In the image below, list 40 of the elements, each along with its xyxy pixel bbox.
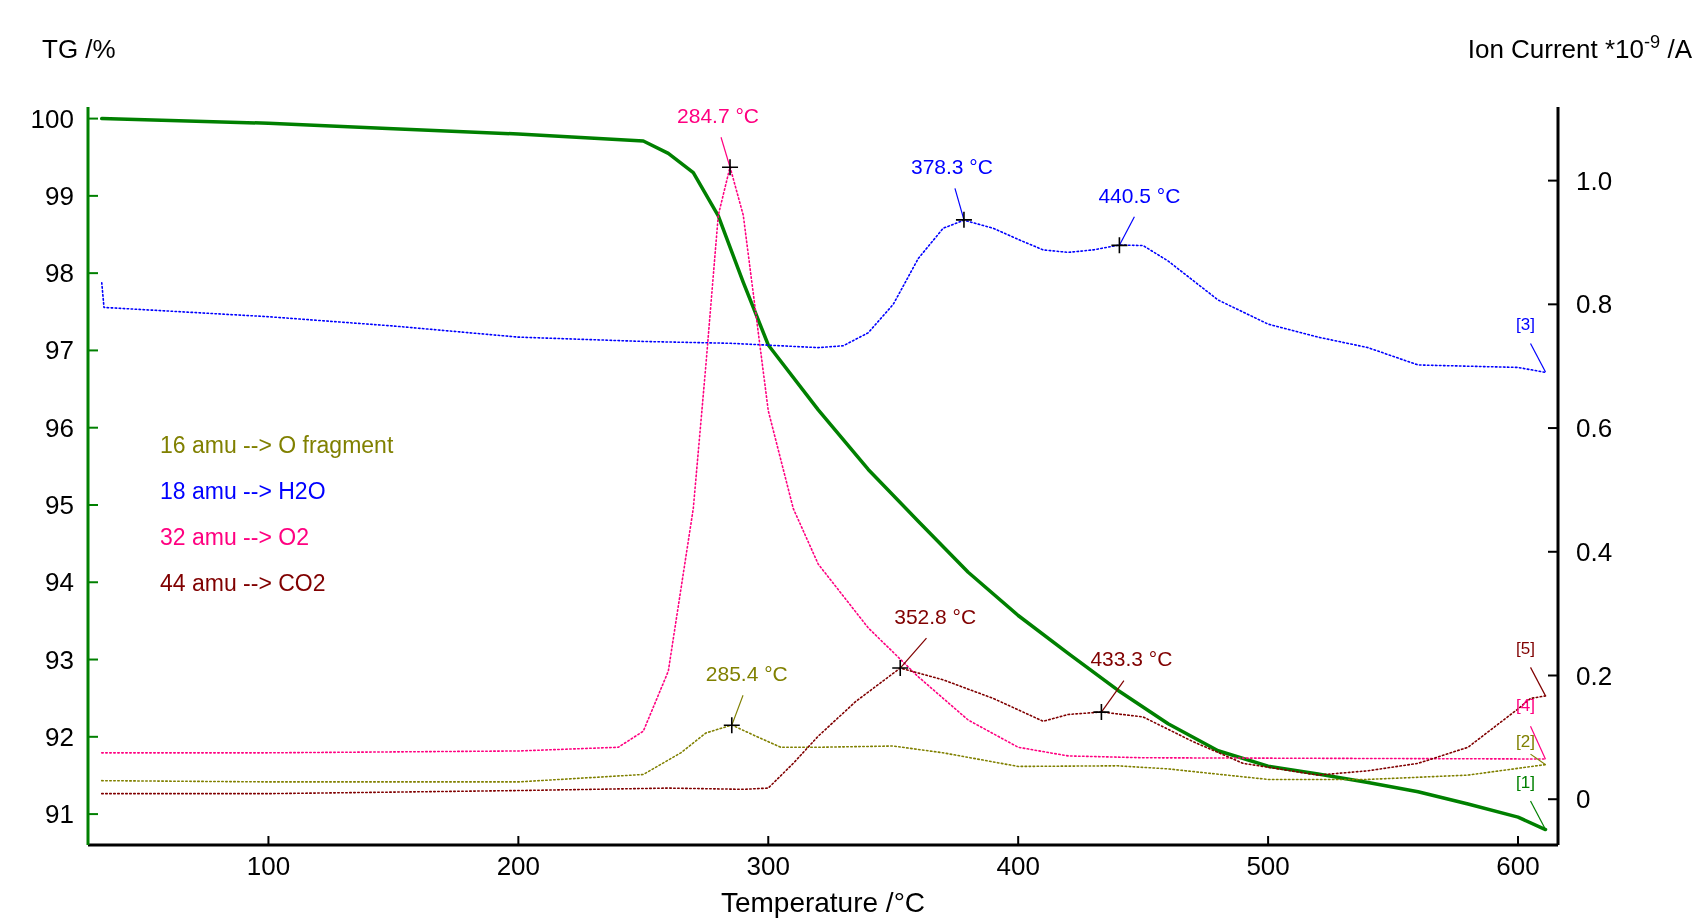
y2-tick-label: 0: [1576, 784, 1591, 815]
y-tick-label: 91: [45, 799, 74, 830]
annotation: [1]: [1516, 772, 1535, 792]
y-tick-label: 98: [45, 258, 74, 289]
text: 44 amu --> CO2: [160, 570, 326, 596]
annotation: [3]: [1516, 315, 1535, 335]
x-axis-title: Temperature /°C: [720, 887, 926, 918]
x-tick-label: 500: [1246, 851, 1290, 881]
y-tick-label: 99: [45, 180, 74, 211]
annotation: [5]: [1516, 638, 1535, 658]
y2-tick-label: 0.6: [1576, 413, 1613, 444]
y2-tick-label: 1.0: [1576, 165, 1613, 196]
y-axis-title: TG /%: [42, 34, 116, 64]
x-tick-label: 200: [496, 851, 541, 881]
y2-tick-label: 0.8: [1576, 289, 1613, 320]
y-tick-label: 93: [45, 644, 74, 675]
y2-tick-label: 0.2: [1576, 660, 1613, 691]
annotation: [4]: [1516, 696, 1535, 716]
y-tick-label: 97: [45, 335, 74, 366]
annotation: 284.7 °C: [677, 104, 760, 128]
text: 18 amu --> H2O: [160, 478, 326, 504]
annotation: [2]: [1516, 731, 1535, 751]
x-tick-label: 600: [1496, 851, 1540, 881]
y-tick-label: 95: [45, 489, 74, 520]
annotation: 352.8 °C: [894, 605, 977, 629]
y-tick-label: 96: [45, 412, 74, 443]
x-tick-label: 100: [246, 851, 291, 881]
x-tick-label: 400: [996, 851, 1040, 881]
annotation: 285.4 °C: [705, 662, 788, 686]
annotation: 433.3 °C: [1090, 647, 1173, 671]
y-tick-label: 92: [45, 721, 74, 752]
y2-axis-title: Ion Current *10$^{-9}$ /A: [1467, 32, 1693, 64]
y2-tick-label: 0.4: [1576, 536, 1613, 567]
x-tick-label: 300: [746, 851, 790, 881]
text: 16 amu --> O fragment: [160, 432, 394, 458]
annotation: 378.3 °C: [910, 154, 993, 178]
y-tick-label: 94: [45, 567, 74, 598]
y-tick-label: 100: [30, 103, 74, 134]
annotation: 440.5 °C: [1098, 184, 1181, 208]
text: 32 amu --> O2: [160, 524, 309, 550]
